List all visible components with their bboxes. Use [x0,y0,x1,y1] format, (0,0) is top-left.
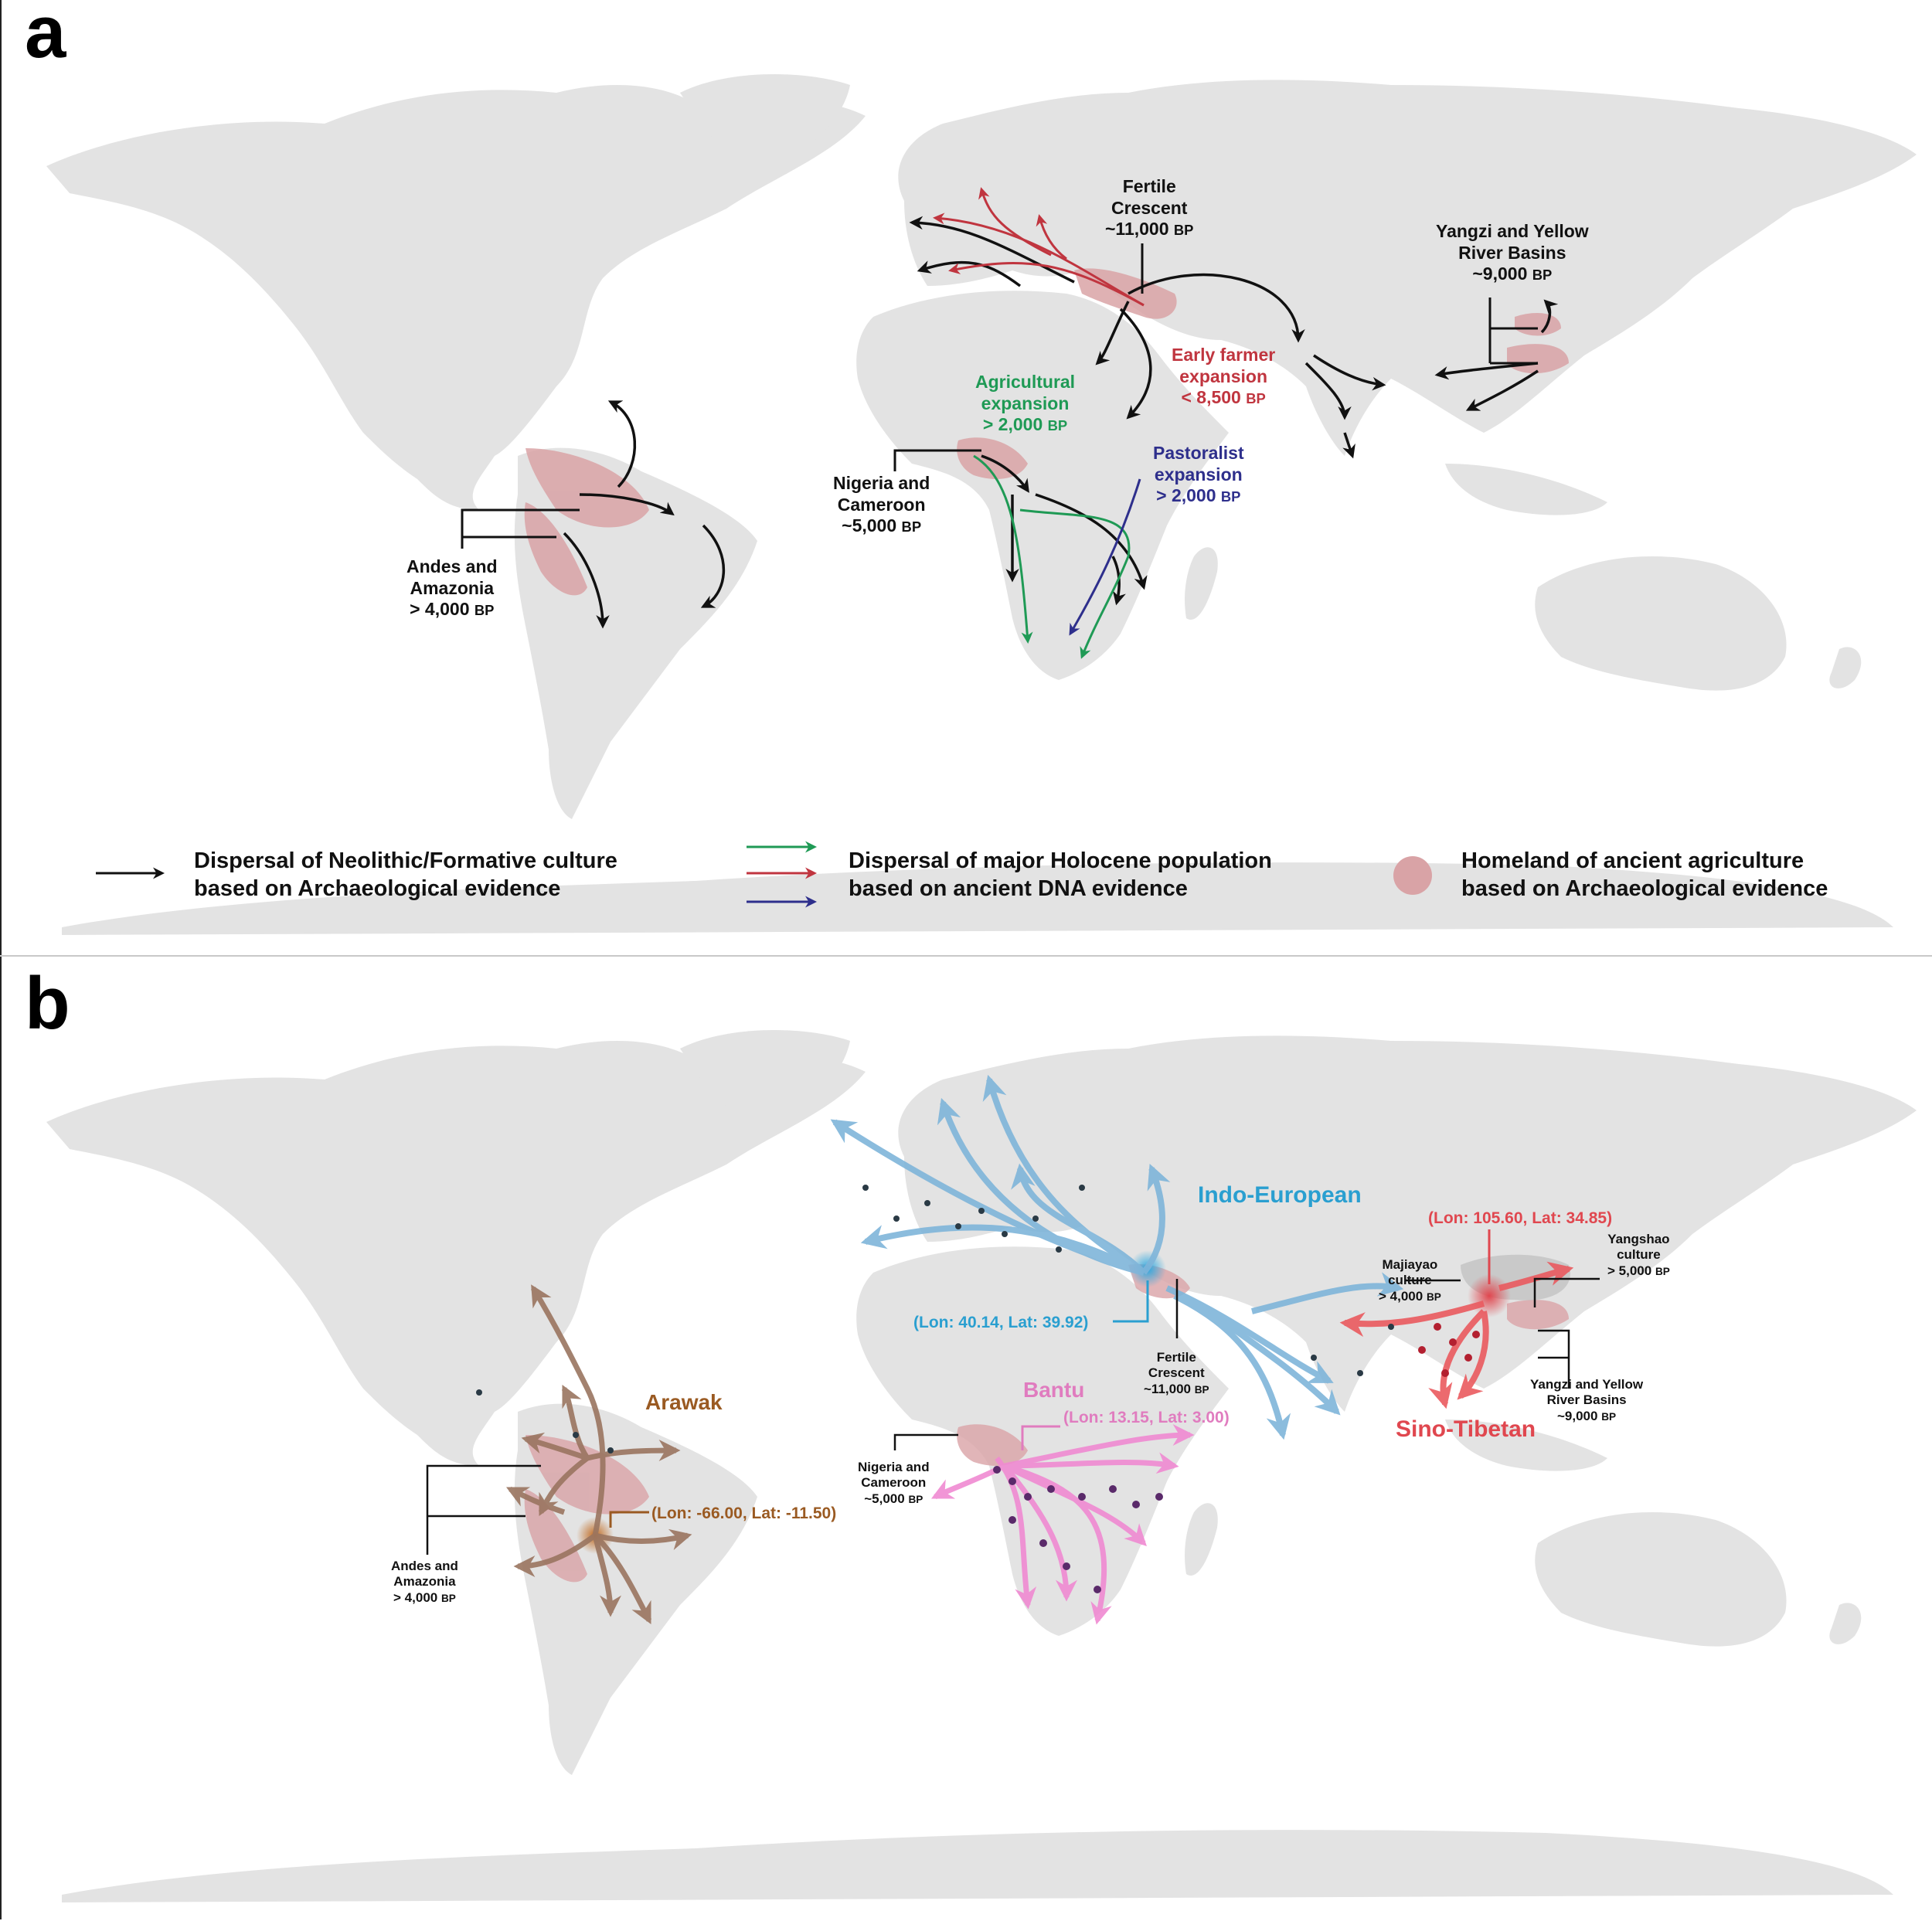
legend-item-holocene: Dispersal of major Holocene population b… [849,848,1272,902]
agricultural-arrows [973,454,1131,659]
sino-tibetan-dots [1418,1323,1480,1377]
label-fertile-crescent-b: Fertile Crescent ~11,000 BP [1144,1350,1209,1396]
panel-a: a [0,0,1932,955]
label-sino-tibetan: Sino-Tibetan [1396,1416,1536,1442]
label-yangzi-yellow-b: Yangzi and Yellow River Basins ~9,000 BP [1530,1377,1644,1423]
label-fertile-crescent-a: Fertile Crescent ~11,000 BP [1105,176,1194,240]
panel-a-letter: a [25,0,66,73]
legend-item-neolithic: Dispersal of Neolithic/Formative culture… [194,848,617,902]
sample-dots [476,1185,1394,1454]
panel-b: b [0,956,1932,1921]
label-nigeria-cameroon-a: Nigeria and Cameroon ~5,000 BP [833,473,930,536]
arawak-arrows [505,1284,692,1625]
land-masses [46,74,1917,935]
sino-tibetan-arrows [1339,1261,1574,1409]
coord-sino-tibetan: (Lon: 105.60, Lat: 34.85) [1428,1209,1613,1227]
world-map-b [46,1030,1917,1902]
world-map-a [46,74,1917,935]
label-majiayao: Majiayao culture > 4,000 BP [1379,1257,1441,1304]
coord-arawak: (Lon: -66.00, Lat: -11.50) [651,1504,837,1522]
label-yangzi-yellow-a: Yangzi and Yellow River Basins ~9,000 BP [1436,221,1589,284]
pastoralist-arrows [1069,478,1141,636]
panel-b-letter: b [25,962,70,1045]
label-arawak: Arawak [645,1390,723,1414]
land-masses-b [46,1030,1917,1902]
label-early-farmer: Early farmer expansion < 8,500 BP [1172,345,1276,408]
arawak-coord-leader [609,1511,649,1528]
coord-indo-european: (Lon: 40.14, Lat: 39.92) [913,1314,1089,1331]
early-farmer-arrows [933,187,1145,307]
legend-icons [96,841,1432,908]
neolithic-arrows [563,216,1559,629]
panel-divider [0,955,1932,957]
label-andes-amazonia-a: Andes and Amazonia > 4,000 BP [406,556,498,620]
leader-lines-b [426,1277,1600,1555]
leader-lines-a [461,243,1538,549]
label-andes-amazonia-b: Andes and Amazonia > 4,000 BP [391,1559,458,1605]
label-nigeria-cameroon-b: Nigeria and Cameroon ~5,000 BP [858,1460,930,1506]
indo-european-coord-leader [1113,1280,1149,1323]
coord-bantu: (Lon: 13.15, Lat: 3.00) [1063,1409,1230,1426]
label-agricultural-expansion: Agricultural expansion > 2,000 BP [975,372,1076,435]
label-yangshao: Yangshao culture > 5,000 BP [1607,1232,1670,1278]
bantu-dots [993,1466,1163,1593]
indo-european-arrows [830,1074,1404,1440]
bantu-coord-leader [1021,1425,1060,1450]
homeland-dot-icon [1393,856,1432,895]
label-indo-european: Indo-European [1198,1182,1362,1208]
label-bantu: Bantu [1023,1378,1085,1402]
legend-item-homeland: Homeland of ancient agriculture based on… [1461,848,1828,902]
label-pastoralist-expansion: Pastoralist expansion > 2,000 BP [1153,443,1244,506]
